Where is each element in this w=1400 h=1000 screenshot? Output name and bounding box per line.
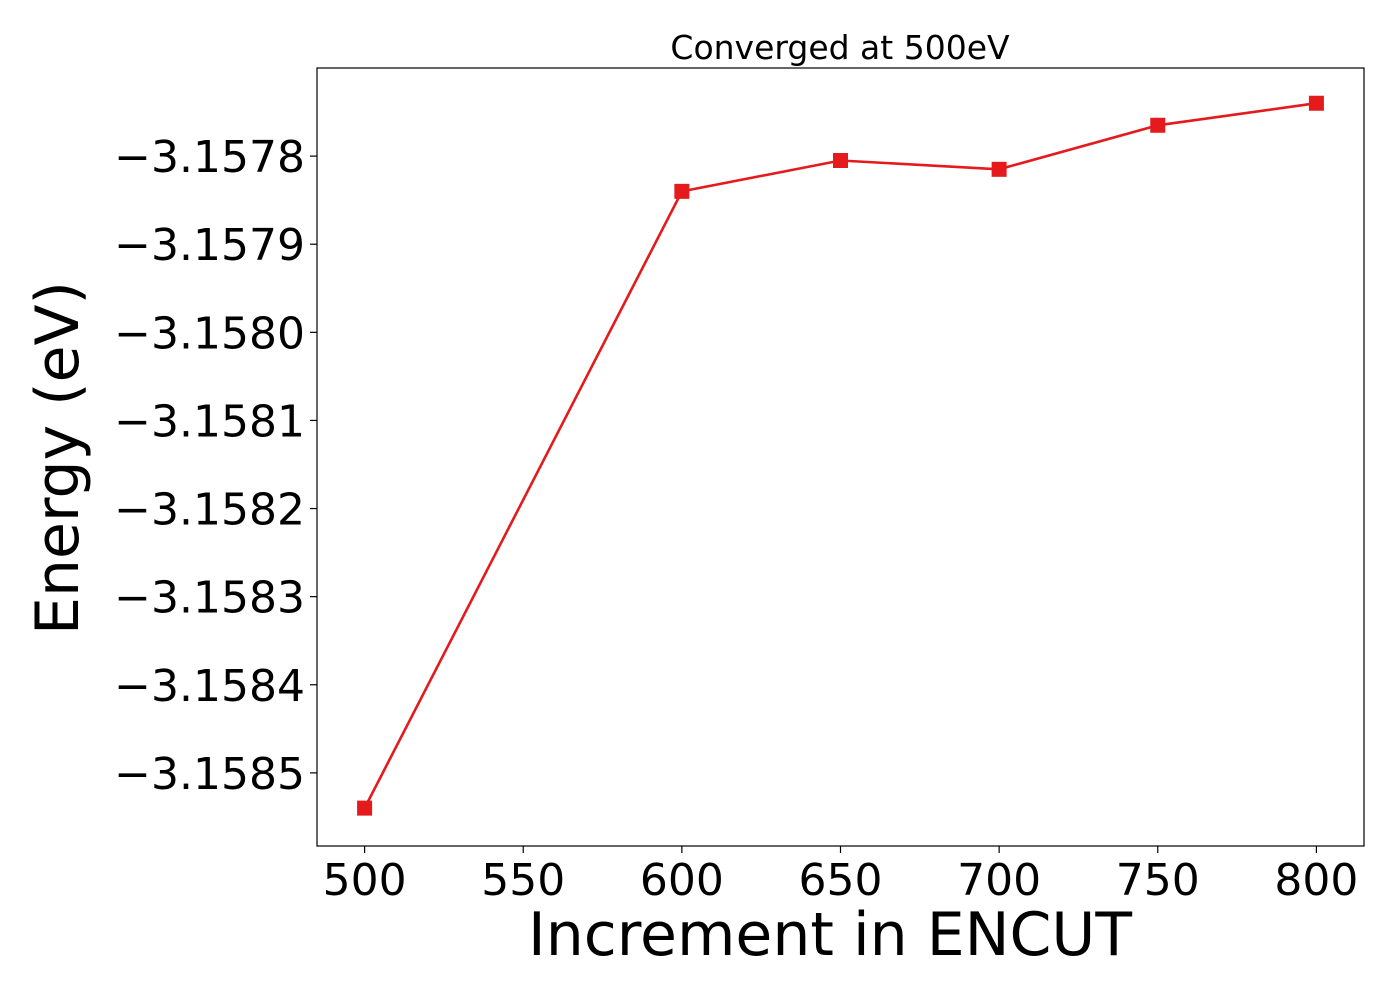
y-tick-label: −3.1581 [114,396,305,447]
data-point-marker [991,161,1007,177]
plot-frame [316,67,1365,847]
x-axis: 500 550 600 650 700 750 800 [323,846,1358,906]
y-axis: −3.1585 −3.1584 −3.1583 −3.1582 −3.1581 −3.15… [114,132,317,800]
data-point-marker [1150,117,1166,133]
plot-area [357,95,1324,816]
data-point-marker [357,800,373,816]
y-tick-label: −3.1583 [114,573,305,624]
y-tick-label: −3.1578 [114,132,305,183]
data-point-marker [674,183,690,199]
y-axis-label: Energy (eV) [23,281,93,635]
data-point-marker [833,153,848,169]
x-tick-label: 500 [323,855,407,906]
x-tick-label: 600 [640,855,724,906]
chart-title: Converged at 500eV [670,28,1010,67]
series-line [363,101,1317,809]
y-tick-label: −3.1584 [114,661,305,712]
x-tick-label: 550 [481,855,565,906]
x-axis-label: Increment in ENCUT [528,900,1132,970]
y-tick-label: −3.1579 [114,220,305,271]
x-tick-label: 750 [1116,855,1200,906]
x-tick-label: 650 [799,855,883,906]
y-tick-label: −3.1582 [114,485,305,536]
y-tick-label: −3.1585 [114,749,305,800]
y-tick-label: −3.1580 [114,308,305,359]
x-tick-label: 800 [1274,855,1358,906]
x-tick-label: 700 [957,855,1041,906]
data-point-marker [1308,95,1324,111]
